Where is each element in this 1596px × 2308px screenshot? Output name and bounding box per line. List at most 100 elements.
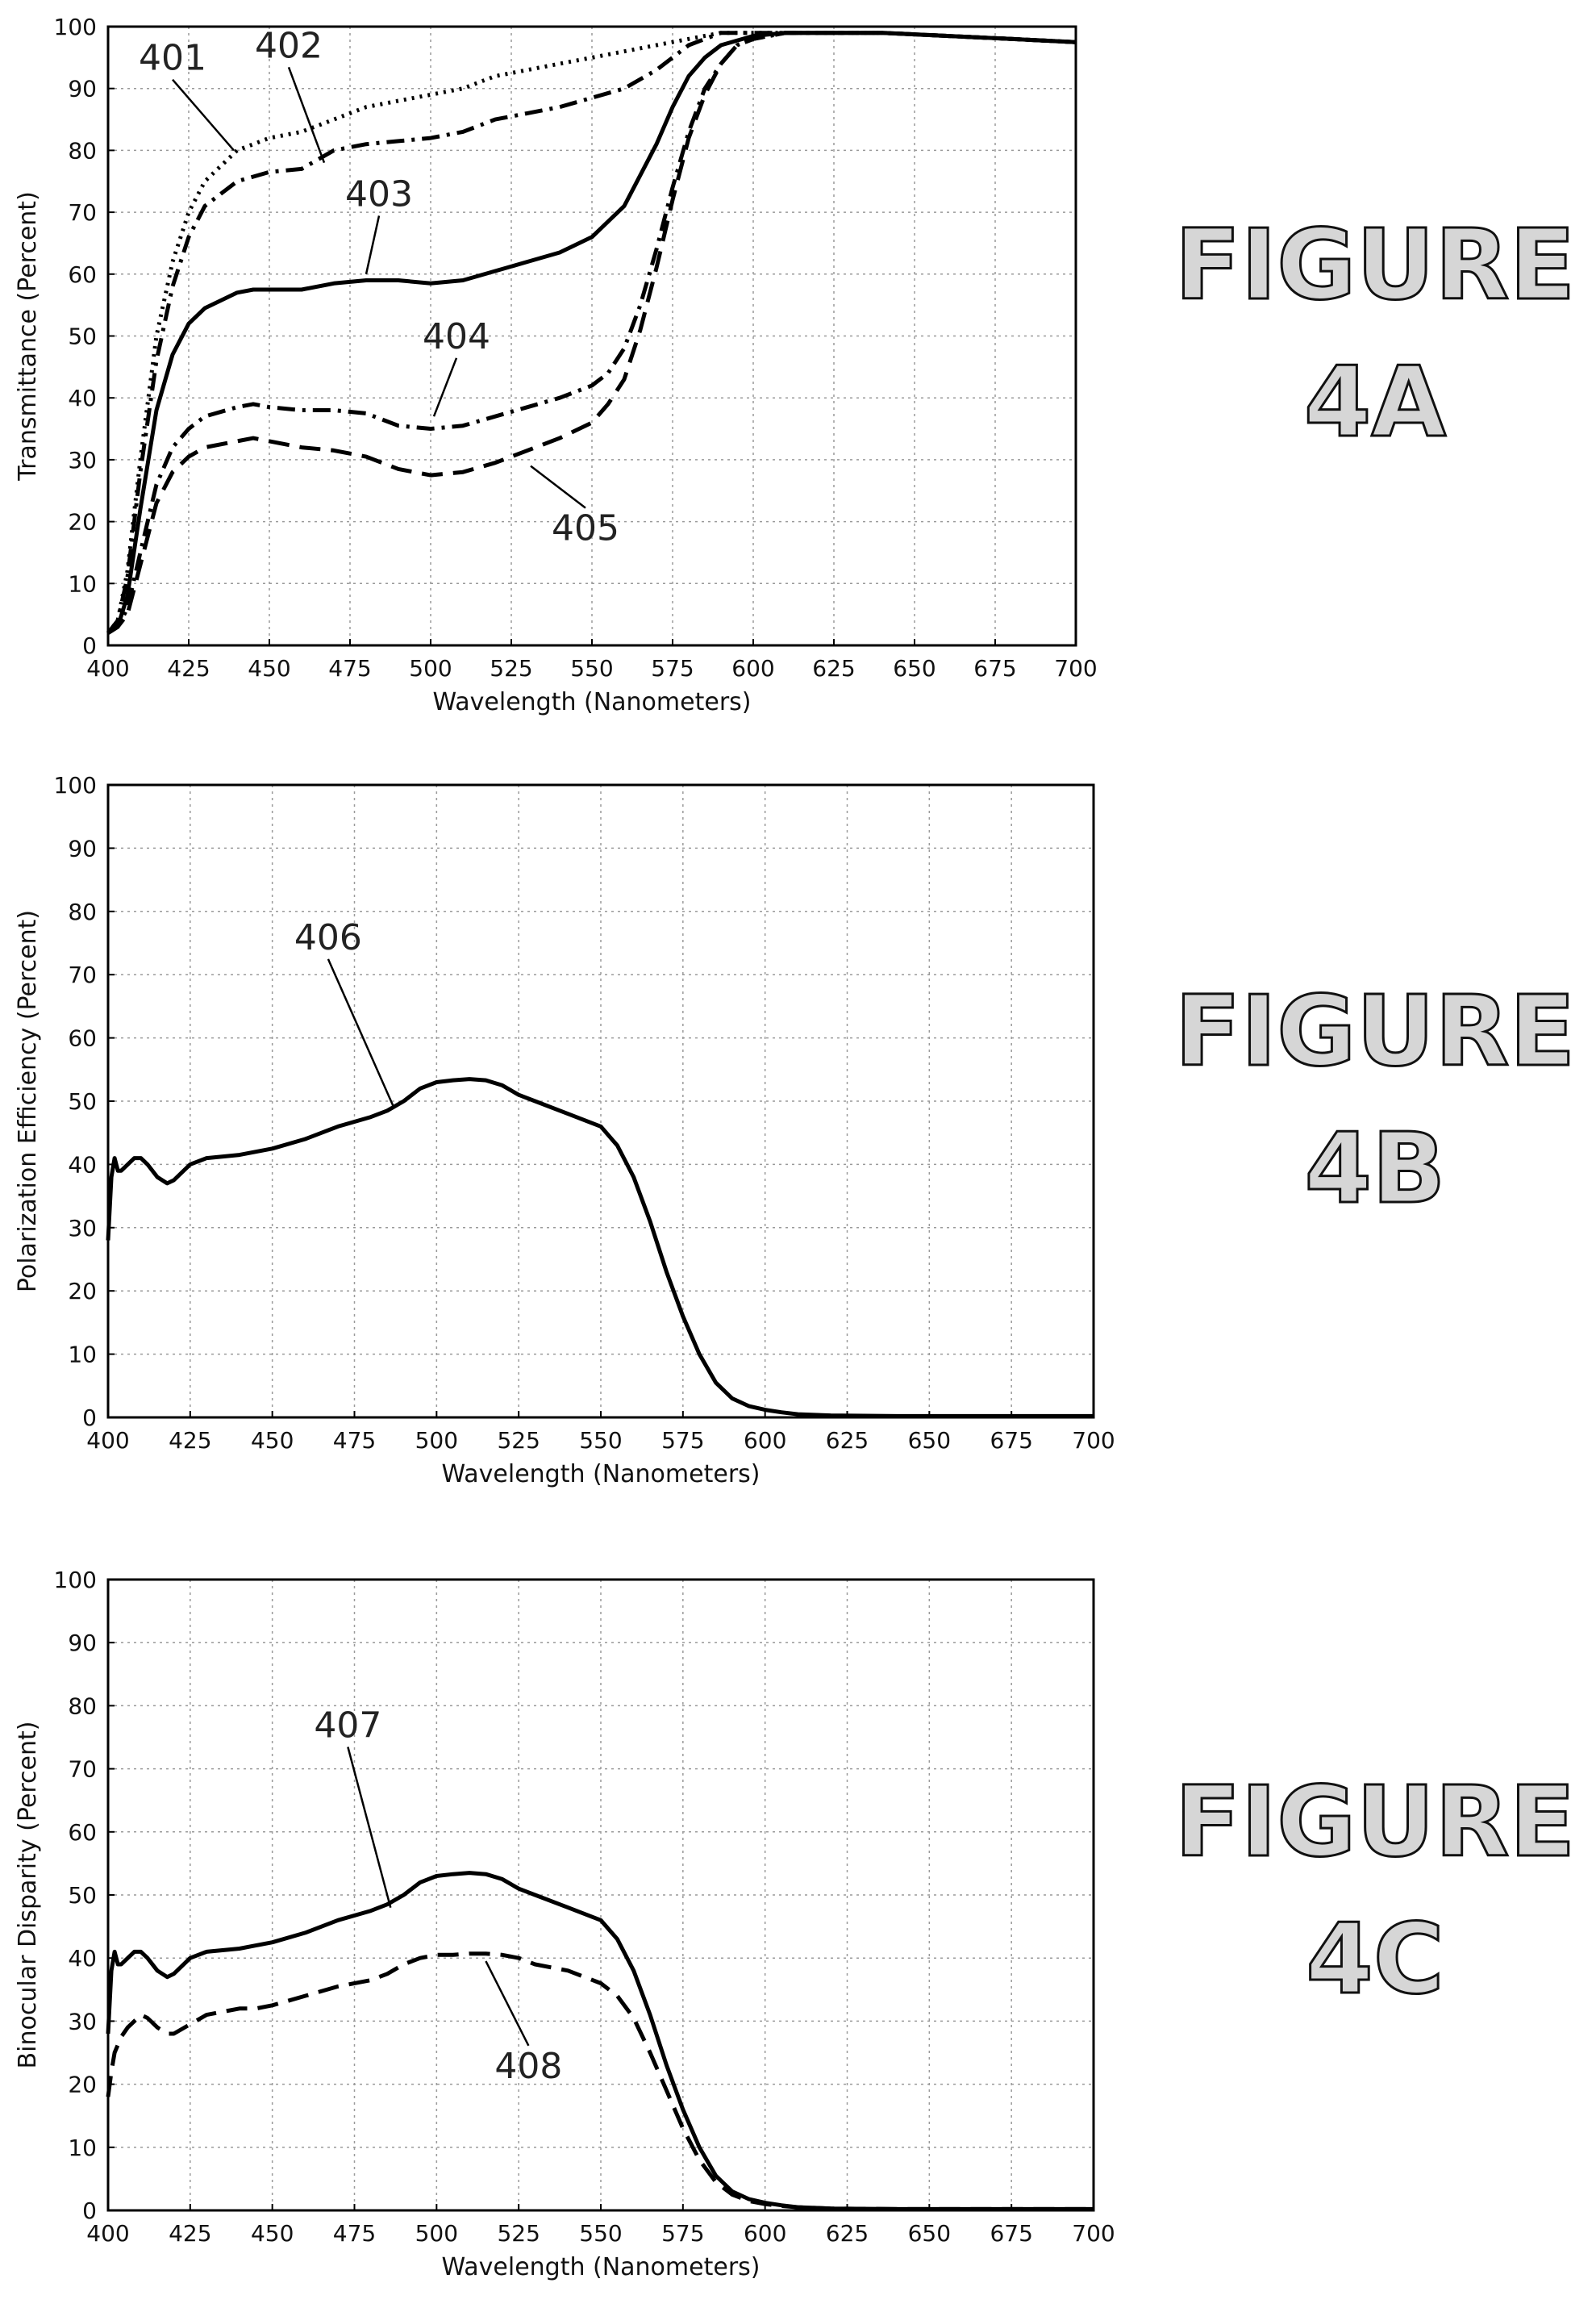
annotation-leader-401 [172, 78, 235, 152]
x-tick-label: 700 [1054, 655, 1097, 682]
chart-4b: 400 425 450 475 500 525 550 575 600 625 650 675 700 0… [14, 772, 1577, 1488]
x-tick-label: 700 [1072, 2220, 1115, 2247]
y-tick-label: 80 [68, 137, 97, 164]
y-tick-label: 30 [68, 447, 97, 474]
figure-label-id: 4A [1304, 347, 1446, 459]
x-tick-label: 525 [497, 1427, 540, 1454]
annotation-label-402: 402 [255, 25, 323, 66]
x-axis-label: Wavelength (Nanometers) [433, 688, 752, 716]
annotation-label-406: 406 [294, 917, 362, 958]
x-tick-label: 650 [893, 655, 936, 682]
y-tick-label: 50 [68, 1088, 97, 1115]
x-axis-label: Wavelength (Nanometers) [442, 1460, 760, 1488]
x-tick-label: 650 [908, 2220, 951, 2247]
series-line-407 [106, 1871, 1094, 2211]
y-tick-label: 90 [68, 1630, 97, 1656]
y-tick-label: 80 [68, 1692, 97, 1719]
x-tick-label: 700 [1072, 1427, 1115, 1454]
annotation-leader-408 [485, 1960, 530, 2047]
x-tick-label: 675 [990, 2220, 1032, 2247]
x-tick-label: 475 [333, 2220, 376, 2247]
y-tick-label: 30 [68, 1215, 97, 1242]
x-tick-label: 675 [990, 1427, 1032, 1454]
chart-4a: 400 425 450 475 500 525 550 575 600 625 650 675 700 0… [14, 14, 1577, 716]
x-tick-label: 575 [651, 655, 694, 682]
x-tick-label: 475 [333, 1427, 376, 1454]
x-tick-label: 625 [826, 2220, 869, 2247]
x-tick-label: 525 [490, 655, 532, 682]
x-tick-label: 425 [167, 655, 210, 682]
x-tick-label: 550 [570, 655, 613, 682]
series-line-406 [106, 1077, 1094, 1418]
x-tick-label: 450 [251, 1427, 294, 1454]
figure-label-id: 4C [1306, 1904, 1444, 2016]
annotation-leader-404 [432, 357, 458, 417]
y-tick-label: 40 [68, 385, 97, 411]
x-axis-label: Wavelength (Nanometers) [442, 2253, 760, 2281]
annotation-leader-405 [530, 465, 586, 509]
x-tick-label: 400 [86, 655, 129, 682]
x-tick-label: 625 [826, 1427, 869, 1454]
x-tick-label: 575 [661, 2220, 704, 2247]
y-tick-label: 40 [68, 1945, 97, 1972]
x-tick-label: 575 [661, 1427, 704, 1454]
x-tick-label: 625 [812, 655, 855, 682]
x-tick-label: 475 [328, 655, 371, 682]
series-line-408 [106, 1951, 1094, 2211]
y-tick-label: 60 [68, 261, 97, 288]
y-tick-label: 50 [68, 323, 97, 350]
y-tick-label: 20 [68, 1278, 97, 1304]
y-axis-label: Polarization Efficiency (Percent) [14, 910, 42, 1292]
y-axis-label: Binocular Disparity (Percent) [14, 1722, 42, 2069]
series-line-402 [106, 31, 1077, 635]
annotation-leader-402 [287, 66, 326, 164]
y-tick-label: 0 [82, 632, 97, 659]
y-tick-label: 20 [68, 2072, 97, 2098]
y-tick-label: 90 [68, 76, 97, 102]
figure-label-title: FIGURE [1175, 976, 1576, 1088]
y-tick-label: 100 [54, 14, 97, 40]
x-tick-label: 425 [169, 1427, 211, 1454]
y-tick-label: 60 [68, 1819, 97, 1846]
y-tick-label: 90 [68, 835, 97, 862]
x-tick-label: 500 [409, 655, 452, 682]
y-tick-label: 50 [68, 1882, 97, 1909]
annotation-leader-407 [347, 1747, 392, 1908]
y-tick-label: 0 [82, 1404, 97, 1431]
y-tick-label: 80 [68, 899, 97, 925]
x-tick-label: 550 [579, 2220, 622, 2247]
y-tick-label: 10 [68, 2135, 97, 2161]
figure-label-id: 4B [1305, 1113, 1446, 1225]
chart-4c: 400 425 450 475 500 525 550 575 600 625 650 675 700 0… [14, 1567, 1577, 2281]
figure-label-title: FIGURE [1175, 210, 1576, 322]
x-tick-label: 500 [415, 1427, 458, 1454]
x-tick-label: 450 [251, 2220, 294, 2247]
annotation-label-403: 403 [345, 173, 413, 215]
x-tick-label: 400 [86, 2220, 129, 2247]
x-tick-label: 675 [973, 655, 1016, 682]
y-tick-label: 40 [68, 1151, 97, 1178]
x-tick-label: 525 [497, 2220, 540, 2247]
x-tick-label: 400 [86, 1427, 129, 1454]
y-tick-label: 70 [68, 1756, 97, 1783]
y-tick-label: 10 [68, 1342, 97, 1368]
series-line-405 [106, 31, 1077, 635]
x-tick-label: 450 [248, 655, 290, 682]
y-tick-label: 10 [68, 570, 97, 597]
y-tick-label: 70 [68, 199, 97, 226]
annotation-label-408: 408 [494, 2046, 562, 2087]
x-tick-label: 600 [744, 1427, 786, 1454]
x-tick-label: 600 [744, 2220, 786, 2247]
x-tick-label: 500 [415, 2220, 458, 2247]
y-tick-label: 60 [68, 1025, 97, 1052]
y-axis-label: Transmittance (Percent) [14, 191, 42, 482]
annotation-label-407: 407 [314, 1705, 381, 1747]
y-tick-label: 70 [68, 962, 97, 988]
y-tick-label: 20 [68, 509, 97, 536]
y-tick-label: 0 [82, 2197, 97, 2224]
y-tick-label: 30 [68, 2008, 97, 2035]
annotation-leader-403 [365, 215, 381, 275]
annotation-leader-406 [327, 958, 395, 1108]
y-tick-label: 100 [54, 1567, 97, 1593]
